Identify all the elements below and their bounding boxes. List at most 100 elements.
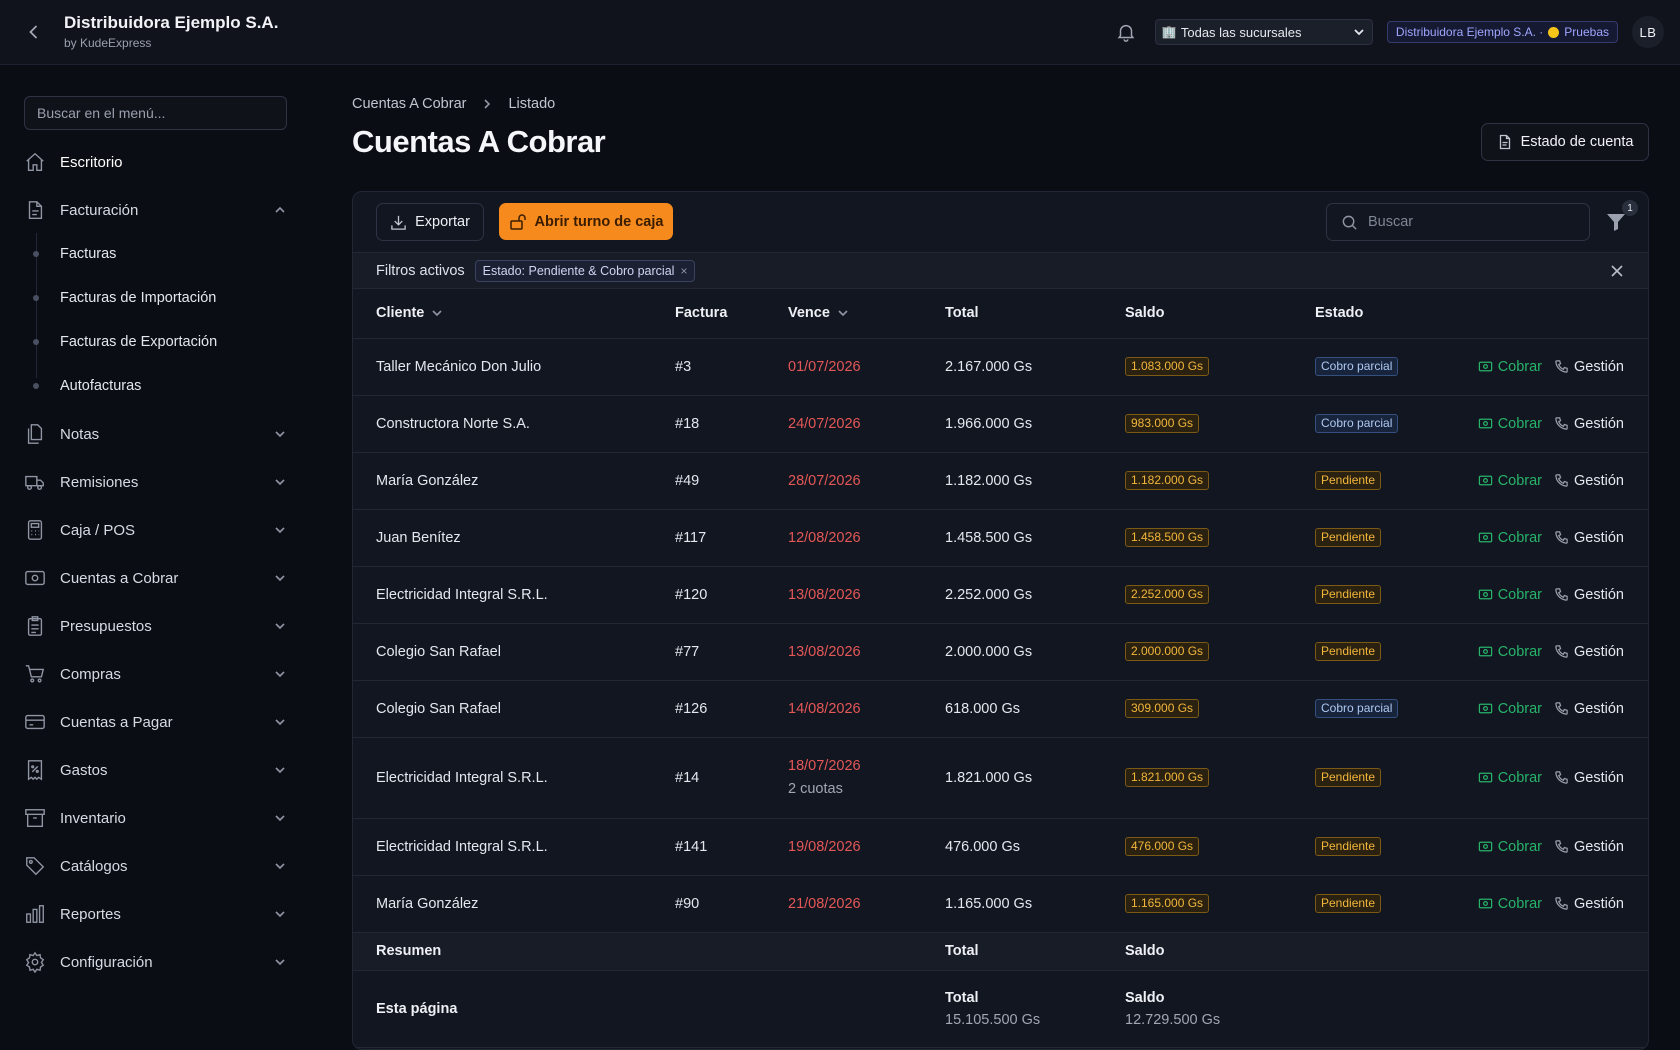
sidebar-subitem-facturas[interactable]: Facturas (33, 242, 116, 266)
table-row[interactable]: Electricidad Integral S.R.L. #141 19/08/20… (353, 818, 1648, 876)
sidebar-item-remisiones[interactable]: Remisiones (24, 467, 287, 497)
filter-chip-remove[interactable]: × (680, 263, 688, 278)
close-icon[interactable] (1610, 264, 1624, 278)
gestion-label: Gestión (1574, 838, 1624, 855)
cobrar-button[interactable]: Cobrar (1478, 587, 1542, 603)
sidebar-item-label: Cuentas a Pagar (60, 713, 173, 731)
table-row[interactable]: María González #49 28/07/2026 1.182.000 Gs 1… (353, 452, 1648, 510)
sidebar-subitem-facturas-importacion[interactable]: Facturas de Importación (33, 286, 216, 310)
cart-icon (24, 663, 46, 685)
sidebar-item-catalogos[interactable]: Catálogos (24, 851, 287, 881)
sidebar-item-facturacion[interactable]: Facturación (24, 195, 287, 225)
column-header-label: Total (945, 305, 979, 322)
filter-icon[interactable] (1604, 210, 1628, 234)
table-row[interactable]: Juan Benítez #117 12/08/2026 1.458.500 Gs 1.… (353, 509, 1648, 567)
cell-vence: 01/07/2026 (788, 338, 945, 396)
cell-vence: 24/07/2026 (788, 395, 945, 453)
back-arrow-icon[interactable] (24, 22, 44, 42)
cell-factura[interactable]: #126 (675, 680, 788, 738)
sidebar-item-inventario[interactable]: Inventario (24, 803, 287, 833)
cell-factura[interactable]: #77 (675, 623, 788, 681)
cobrar-button[interactable]: Cobrar (1478, 896, 1542, 912)
open-cash-shift-button[interactable]: Abrir turno de caja (499, 203, 673, 240)
due-date: 18/07/2026 (788, 758, 861, 774)
cell-saldo: 983.000 Gs (1125, 395, 1315, 453)
phone-icon (1554, 587, 1569, 602)
cell-factura[interactable]: #141 (675, 818, 788, 876)
due-date: 19/08/2026 (788, 838, 861, 855)
table-row[interactable]: Colegio San Rafael #77 13/08/2026 2.000.000… (353, 623, 1648, 681)
sidebar-item-cuentas-cobrar[interactable]: Cuentas a Cobrar (24, 563, 287, 593)
bullet-icon (33, 383, 39, 389)
cell-factura[interactable]: #120 (675, 566, 788, 624)
sidebar-item-escritorio[interactable]: Escritorio (24, 147, 287, 177)
cobrar-button[interactable]: Cobrar (1478, 359, 1542, 375)
sidebar-item-label: Notas (60, 425, 100, 443)
cobrar-button[interactable]: Cobrar (1478, 701, 1542, 717)
sidebar-subitem-autofacturas[interactable]: Autofacturas (33, 374, 141, 398)
sidebar-item-caja-pos[interactable]: Caja / POS (24, 515, 287, 545)
gestion-button[interactable]: Gestión (1554, 416, 1624, 432)
gestion-button[interactable]: Gestión (1554, 896, 1624, 912)
cell-factura[interactable]: #14 (675, 737, 788, 819)
sidebar-item-label: Compras (60, 665, 121, 683)
sidebar-item-label: Inventario (60, 809, 126, 827)
sidebar-item-compras[interactable]: Compras (24, 659, 287, 689)
chevron-down-icon (430, 306, 444, 320)
filter-chip: Estado: Pendiente & Cobro parcial × (474, 259, 696, 282)
table-row[interactable]: María González #90 21/08/2026 1.165.000 Gs 1… (353, 875, 1648, 933)
gestion-button[interactable]: Gestión (1554, 359, 1624, 375)
table-row[interactable]: Electricidad Integral S.R.L. #120 13/08/20… (353, 566, 1648, 624)
sidebar-item-label: Remisiones (60, 473, 139, 491)
menu-search-input[interactable]: Buscar en el menú... (24, 96, 287, 130)
company-badge[interactable]: Distribuidora Ejemplo S.A. · Pruebas (1386, 21, 1618, 43)
saldo-badge: 1.083.000 Gs (1125, 357, 1210, 376)
column-header-vence[interactable]: Vence (788, 289, 945, 339)
table-row[interactable]: Constructora Norte S.A. #18 24/07/2026 1.96… (353, 395, 1648, 453)
cell-factura[interactable]: #90 (675, 875, 788, 933)
cell-factura[interactable]: #117 (675, 509, 788, 567)
gestion-button[interactable]: Gestión (1554, 473, 1624, 489)
cell-cliente: Juan Benítez (353, 509, 675, 567)
sidebar-item-presupuestos[interactable]: Presupuestos (24, 611, 287, 641)
sidebar-subitem-facturas-exportacion[interactable]: Facturas de Exportación (33, 330, 217, 354)
sidebar-subitem-label: Facturas (60, 246, 117, 262)
due-date: 13/08/2026 (788, 586, 861, 603)
sidebar-item-cuentas-pagar[interactable]: Cuentas a Pagar (24, 707, 287, 737)
phone-icon (1554, 416, 1569, 431)
export-button[interactable]: Exportar (376, 203, 484, 241)
sidebar-item-configuracion[interactable]: Configuración (24, 947, 287, 977)
table-toolbar: Exportar Abrir turno de caja Buscar 1 (353, 192, 1648, 252)
cobrar-button[interactable]: Cobrar (1478, 530, 1542, 546)
gestion-button[interactable]: Gestión (1554, 770, 1624, 786)
gestion-button[interactable]: Gestión (1554, 530, 1624, 546)
cash-icon (1478, 359, 1493, 374)
cell-vence: 13/08/2026 (788, 566, 945, 624)
cobrar-button[interactable]: Cobrar (1478, 473, 1542, 489)
column-header-cliente[interactable]: Cliente (353, 289, 675, 339)
saldo-badge: 2.252.000 Gs (1125, 585, 1210, 604)
table-search-input[interactable]: Buscar (1326, 203, 1590, 241)
gestion-button[interactable]: Gestión (1554, 587, 1624, 603)
cobrar-button[interactable]: Cobrar (1478, 644, 1542, 660)
gestion-button[interactable]: Gestión (1554, 701, 1624, 717)
estado-cuenta-button[interactable]: Estado de cuenta (1481, 123, 1649, 161)
sidebar-item-notas[interactable]: Notas (24, 419, 287, 449)
cobrar-button[interactable]: Cobrar (1478, 416, 1542, 432)
sidebar-item-reportes[interactable]: Reportes (24, 899, 287, 929)
table-row[interactable]: Colegio San Rafael #126 14/08/2026 618.000 … (353, 680, 1648, 738)
cobrar-button[interactable]: Cobrar (1478, 770, 1542, 786)
gestion-button[interactable]: Gestión (1554, 839, 1624, 855)
bell-icon[interactable] (1115, 21, 1137, 43)
table-row[interactable]: Electricidad Integral S.R.L. #14 18/07/202… (353, 737, 1648, 819)
cell-factura[interactable]: #49 (675, 452, 788, 510)
cell-factura[interactable]: #18 (675, 395, 788, 453)
cell-factura[interactable]: #3 (675, 338, 788, 396)
avatar[interactable]: LB (1632, 16, 1664, 48)
cobrar-button[interactable]: Cobrar (1478, 839, 1542, 855)
gestion-button[interactable]: Gestión (1554, 644, 1624, 660)
branch-select[interactable]: 🏢 Todas las sucursales (1154, 19, 1373, 45)
breadcrumb-link[interactable]: Cuentas A Cobrar (352, 96, 467, 112)
sidebar-item-gastos[interactable]: Gastos (24, 755, 287, 785)
table-row[interactable]: Taller Mecánico Don Julio #3 01/07/2026 2.1… (353, 338, 1648, 396)
